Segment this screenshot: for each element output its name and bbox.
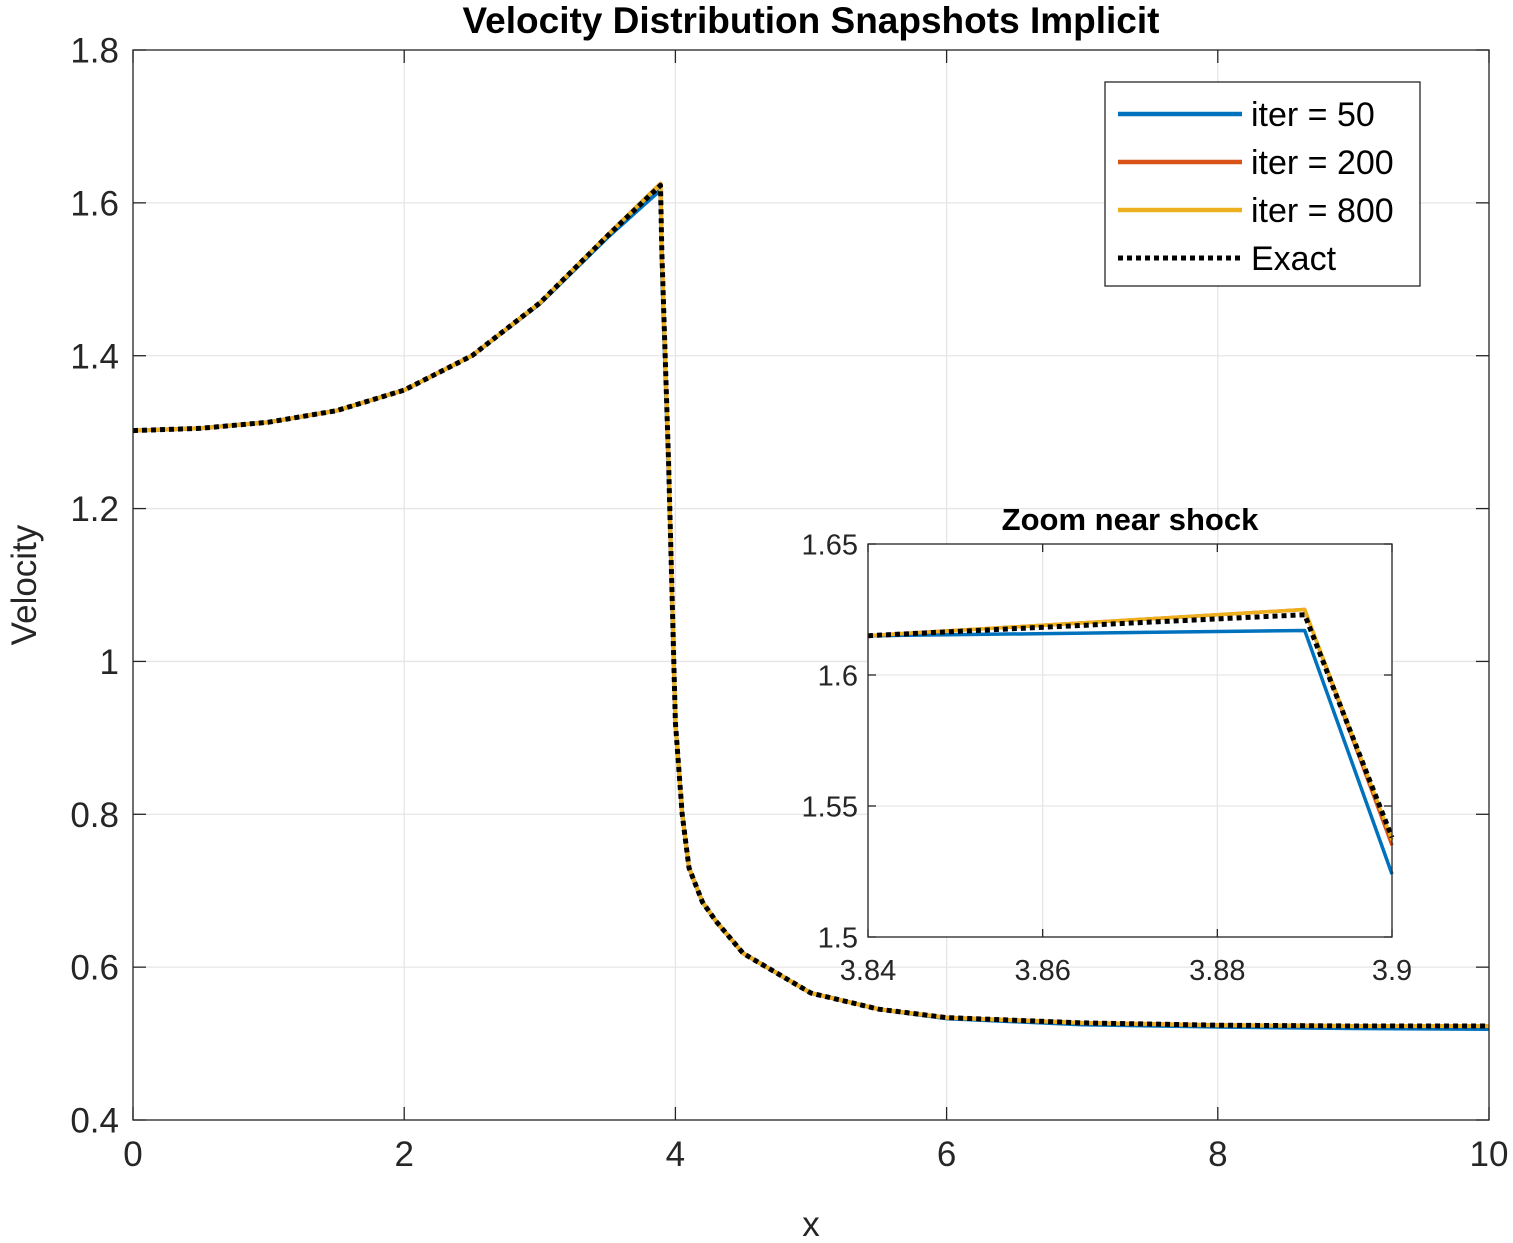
main-ytick-label-0: 0.4 — [70, 1102, 119, 1141]
main-axes-box — [132, 49, 1490, 1121]
main-ytick-label-5: 1.4 — [70, 337, 119, 376]
inset-axes: 3.84 3.86 3.88 3.9 1.5 1.55 1.6 1.65 Zoom near … — [802, 502, 1413, 987]
legend: iter = 50 iter = 200 iter = 800 Exact — [1104, 81, 1421, 287]
main-xtick-label-4: 8 — [1208, 1135, 1227, 1174]
main-xtick-label-2: 4 — [666, 1135, 685, 1174]
main-y-axis-label: Velocity — [5, 524, 44, 645]
main-ytick-label-7: 1.8 — [70, 32, 119, 71]
inset-ytick-label-3: 1.65 — [802, 529, 858, 561]
main-ytick-label-6: 1.6 — [70, 184, 119, 223]
inset-ytick-label-0: 1.5 — [818, 922, 858, 954]
main-xtick-label-0: 0 — [123, 1135, 142, 1174]
inset-xtick-label-2: 3.88 — [1189, 955, 1245, 987]
main-series-line-exact — [132, 182, 1489, 1029]
legend-label-iter800: iter = 800 — [1251, 192, 1394, 230]
inset-background — [868, 544, 1392, 937]
main-ticks: 0 2 4 6 8 10 0.4 0.6 0.8 1 1.2 1.4 1.6 1.8 — [70, 32, 1508, 1174]
main-xtick-label-3: 6 — [937, 1135, 956, 1174]
inset-series-line-exact — [867, 612, 1395, 839]
inset-title: Zoom near shock — [1002, 502, 1259, 537]
main-ytick-label-2: 0.8 — [70, 796, 119, 835]
inset-xtick-label-3: 3.9 — [1372, 955, 1412, 987]
inset-xtick-label-1: 3.86 — [1014, 955, 1070, 987]
legend-label-exact: Exact — [1251, 240, 1337, 278]
main-title: Velocity Distribution Snapshots Implicit — [463, 0, 1160, 41]
main-ytick-label-4: 1.2 — [70, 490, 119, 529]
inset-ytick-label-2: 1.6 — [818, 660, 858, 692]
main-xtick-label-1: 2 — [394, 1135, 413, 1174]
legend-items: iter = 50 iter = 200 iter = 800 Exact — [1118, 96, 1394, 278]
legend-label-iter200: iter = 200 — [1251, 144, 1394, 182]
inset-ytick-label-1: 1.55 — [802, 791, 858, 823]
inset-ticks: 3.84 3.86 3.88 3.9 1.5 1.55 1.6 1.65 — [802, 529, 1413, 987]
inset-xtick-label-0: 3.84 — [840, 955, 896, 987]
main-axes: 0 2 4 6 8 10 0.4 0.6 0.8 1 1.2 1.4 1.6 1.8 Velocity D… — [5, 0, 1508, 1243]
legend-label-iter50: iter = 50 — [1251, 96, 1375, 134]
main-ytick-label-1: 0.6 — [70, 949, 119, 988]
inset-series-line-iter50 — [867, 628, 1394, 875]
inset-series-group — [867, 607, 1395, 875]
main-ytick-label-3: 1 — [100, 643, 119, 682]
main-x-axis-label: x — [802, 1205, 820, 1243]
main-xtick-label-5: 10 — [1470, 1135, 1509, 1174]
main-series-group — [132, 181, 1490, 1031]
inset-axes-box — [867, 543, 1393, 938]
